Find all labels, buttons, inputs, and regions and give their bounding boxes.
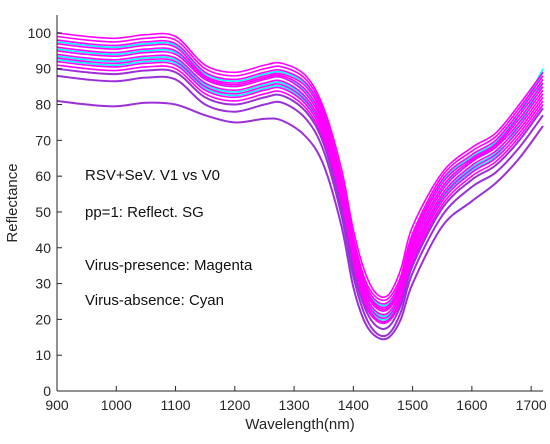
y-tick-label: 70	[35, 132, 51, 148]
y-tick-label: 40	[35, 240, 51, 256]
y-tick-label: 80	[35, 97, 51, 113]
y-tick-label: 10	[35, 347, 51, 363]
series-line-purple-16	[56, 99, 544, 341]
series-line-magenta-3	[56, 42, 544, 309]
series-line-magenta-5	[56, 50, 544, 312]
annotation-preprocessing: pp=1: Reflect. SG	[85, 204, 204, 221]
axes-layer	[56, 15, 543, 392]
x-tick-label: 900	[45, 397, 69, 413]
series-line-magenta-2	[56, 39, 544, 305]
y-tick-label: 100	[28, 25, 52, 41]
series-line-magenta-6	[56, 53, 544, 316]
x-tick-label: 1300	[278, 397, 309, 413]
series-line-magenta-1	[56, 35, 544, 302]
x-tick-label: 1600	[456, 397, 487, 413]
x-axis-title: Wavelength(nm)	[245, 416, 354, 433]
y-tick-label: 20	[35, 311, 51, 327]
y-tick-label: 50	[35, 204, 51, 220]
y-tick-label: 0	[43, 383, 51, 399]
y-tick-label: 60	[35, 168, 51, 184]
x-tick-label: 1500	[397, 397, 428, 413]
x-tick-label: 1400	[338, 397, 369, 413]
series-line-magenta-7	[56, 57, 544, 320]
y-tick-label: 90	[35, 61, 51, 77]
x-tick-layer: 900 1000 1100 1200 1300 1400 1500 1600 1700	[45, 386, 547, 413]
y-tick-layer: 0 10 20 30 40 50 60 70 80 90 100	[28, 25, 62, 399]
series-line-magenta-8	[56, 60, 544, 323]
series-layer	[56, 32, 544, 341]
annotation-study: RSV+SeV. V1 vs V0	[85, 167, 220, 184]
y-tick-label: 30	[35, 276, 51, 292]
x-tick-label: 1200	[219, 397, 250, 413]
y-axis-title: Reflectance	[4, 163, 21, 242]
x-tick-label: 1000	[101, 397, 132, 413]
x-tick-label: 1100	[160, 397, 190, 413]
annotation-virus-absence: Virus-absence: Cyan	[85, 292, 224, 309]
x-tick-label: 1700	[516, 397, 547, 413]
series-line-magenta-0	[56, 32, 544, 299]
series-line-magenta-4	[56, 46, 544, 311]
annotation-virus-presence: Virus-presence: Magenta	[85, 257, 253, 274]
series-line-purple-14	[56, 67, 544, 331]
series-line-purple-15	[56, 74, 544, 338]
